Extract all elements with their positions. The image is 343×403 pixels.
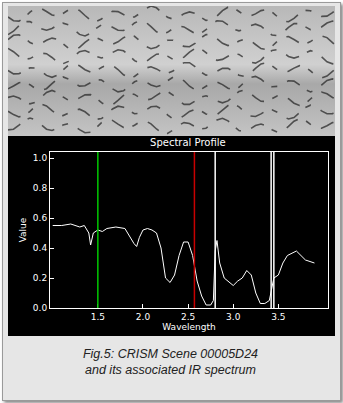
svg-text:0.4: 0.4: [33, 243, 48, 253]
svg-text:0.2: 0.2: [33, 273, 47, 283]
svg-text:3.5: 3.5: [271, 312, 285, 322]
html-text:and its associated IR spectrum: and its associated IR spectrum: [85, 363, 256, 377]
html-text:Fig.5: CRISM Scene 00005D24: Fig.5: CRISM Scene 00005D24: [83, 347, 258, 361]
svg-text:2.5: 2.5: [181, 312, 195, 322]
svg-text:0.8: 0.8: [33, 183, 48, 193]
svg-text:Wavelength: Wavelength: [162, 322, 215, 332]
svg-text:Spectral Profile: Spectral Profile: [150, 137, 226, 148]
svg-text:1.0: 1.0: [33, 153, 48, 163]
svg-text:0.6: 0.6: [33, 213, 48, 223]
svg-text:0.0: 0.0: [33, 303, 48, 313]
svg-text:1.5: 1.5: [91, 312, 105, 322]
svg-text:Value: Value: [18, 217, 28, 242]
svg-text:3.0: 3.0: [226, 312, 241, 322]
svg-text:2.0: 2.0: [136, 312, 151, 322]
